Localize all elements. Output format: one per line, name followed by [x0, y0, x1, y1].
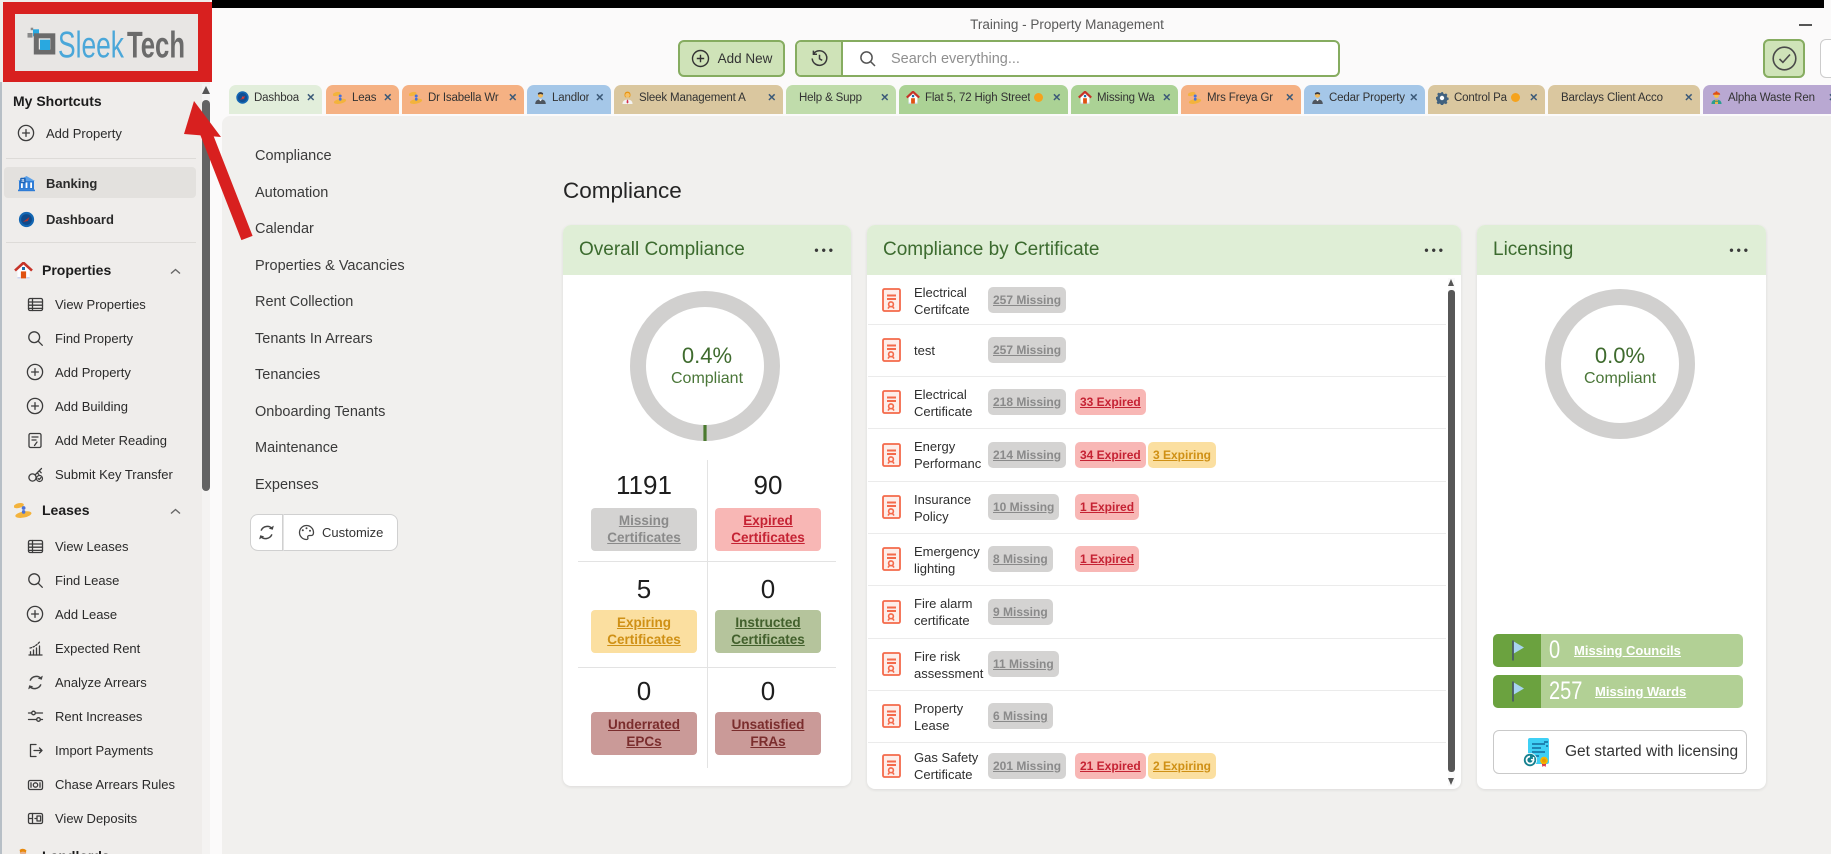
svg-text:S: S: [21, 178, 25, 184]
svg-text:Sleek: Sleek: [58, 25, 124, 66]
svg-text:Tech: Tech: [127, 25, 185, 66]
